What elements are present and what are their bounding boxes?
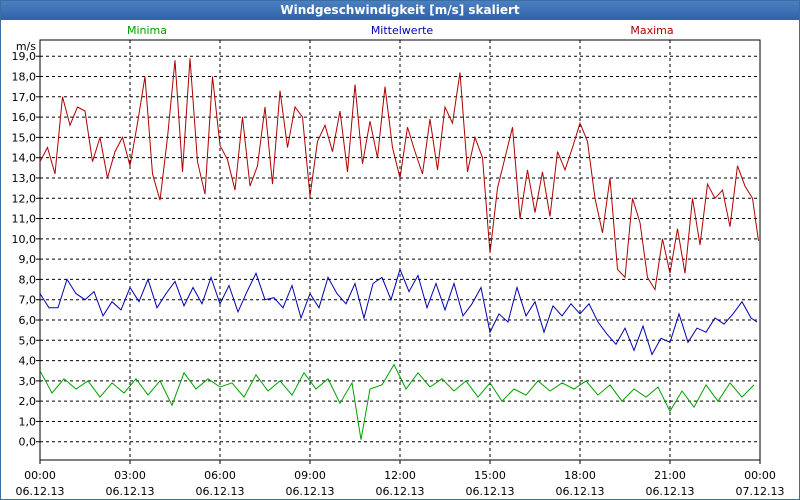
legend-maxima: Maxima	[630, 24, 674, 37]
window-title: Windgeschwindigkeit [m/s] skaliert	[1, 1, 799, 20]
legend-mittelwerte: Mittelwerte	[370, 24, 434, 37]
x-tick-time: 00:00	[744, 469, 776, 482]
legend-minima: Minima	[126, 24, 168, 37]
x-tick-date: 06.12.13	[466, 485, 515, 498]
x-tick-date: 07.12.13	[736, 485, 785, 498]
x-tick-time: 00:00	[24, 469, 56, 482]
x-tick-date: 06.12.13	[196, 485, 245, 498]
series-line-maxima	[39, 58, 759, 292]
y-tick-label: 2,0	[19, 395, 37, 408]
x-tick-date: 06.12.13	[106, 485, 155, 498]
y-tick-label: 17,0	[12, 91, 37, 104]
y-tick-label: 3,0	[19, 375, 37, 388]
y-tick-label: 18,0	[12, 71, 37, 84]
y-tick-label: 1,0	[19, 415, 37, 428]
y-tick-label: 8,0	[19, 273, 37, 286]
series-line-minima	[39, 363, 755, 440]
y-tick-label: 16,0	[12, 111, 37, 124]
y-tick-label: 5,0	[19, 334, 37, 347]
y-tick-label: 9,0	[19, 253, 37, 266]
y-tick-label: 12,0	[12, 192, 37, 205]
x-tick-date: 06.12.13	[376, 485, 425, 498]
x-tick-time: 12:00	[384, 469, 416, 482]
x-tick-date: 06.12.13	[646, 485, 695, 498]
y-axis-label: m/s	[16, 40, 36, 53]
y-tick-label: 10,0	[12, 233, 37, 246]
y-tick-label: 0,0	[19, 436, 37, 449]
y-tick-label: 19,0	[12, 50, 37, 63]
x-tick-time: 21:00	[654, 469, 686, 482]
y-tick-label: 11,0	[12, 213, 37, 226]
x-tick-time: 09:00	[294, 469, 326, 482]
y-tick-label: 7,0	[19, 294, 37, 307]
x-tick-time: 15:00	[474, 469, 506, 482]
x-tick-date: 06.12.13	[556, 485, 605, 498]
y-tick-label: 4,0	[19, 355, 37, 368]
x-tick-time: 18:00	[564, 469, 596, 482]
x-tick-time: 06:00	[204, 469, 236, 482]
y-tick-label: 14,0	[12, 152, 37, 165]
x-tick-date: 06.12.13	[286, 485, 335, 498]
y-tick-label: 6,0	[19, 314, 37, 327]
x-tick-time: 03:00	[114, 469, 146, 482]
series-line-mittelwerte	[39, 267, 758, 356]
plot-frame	[39, 39, 761, 461]
y-tick-label: 13,0	[12, 172, 37, 185]
y-tick-label: 15,0	[12, 131, 37, 144]
x-tick-date: 06.12.13	[16, 485, 65, 498]
